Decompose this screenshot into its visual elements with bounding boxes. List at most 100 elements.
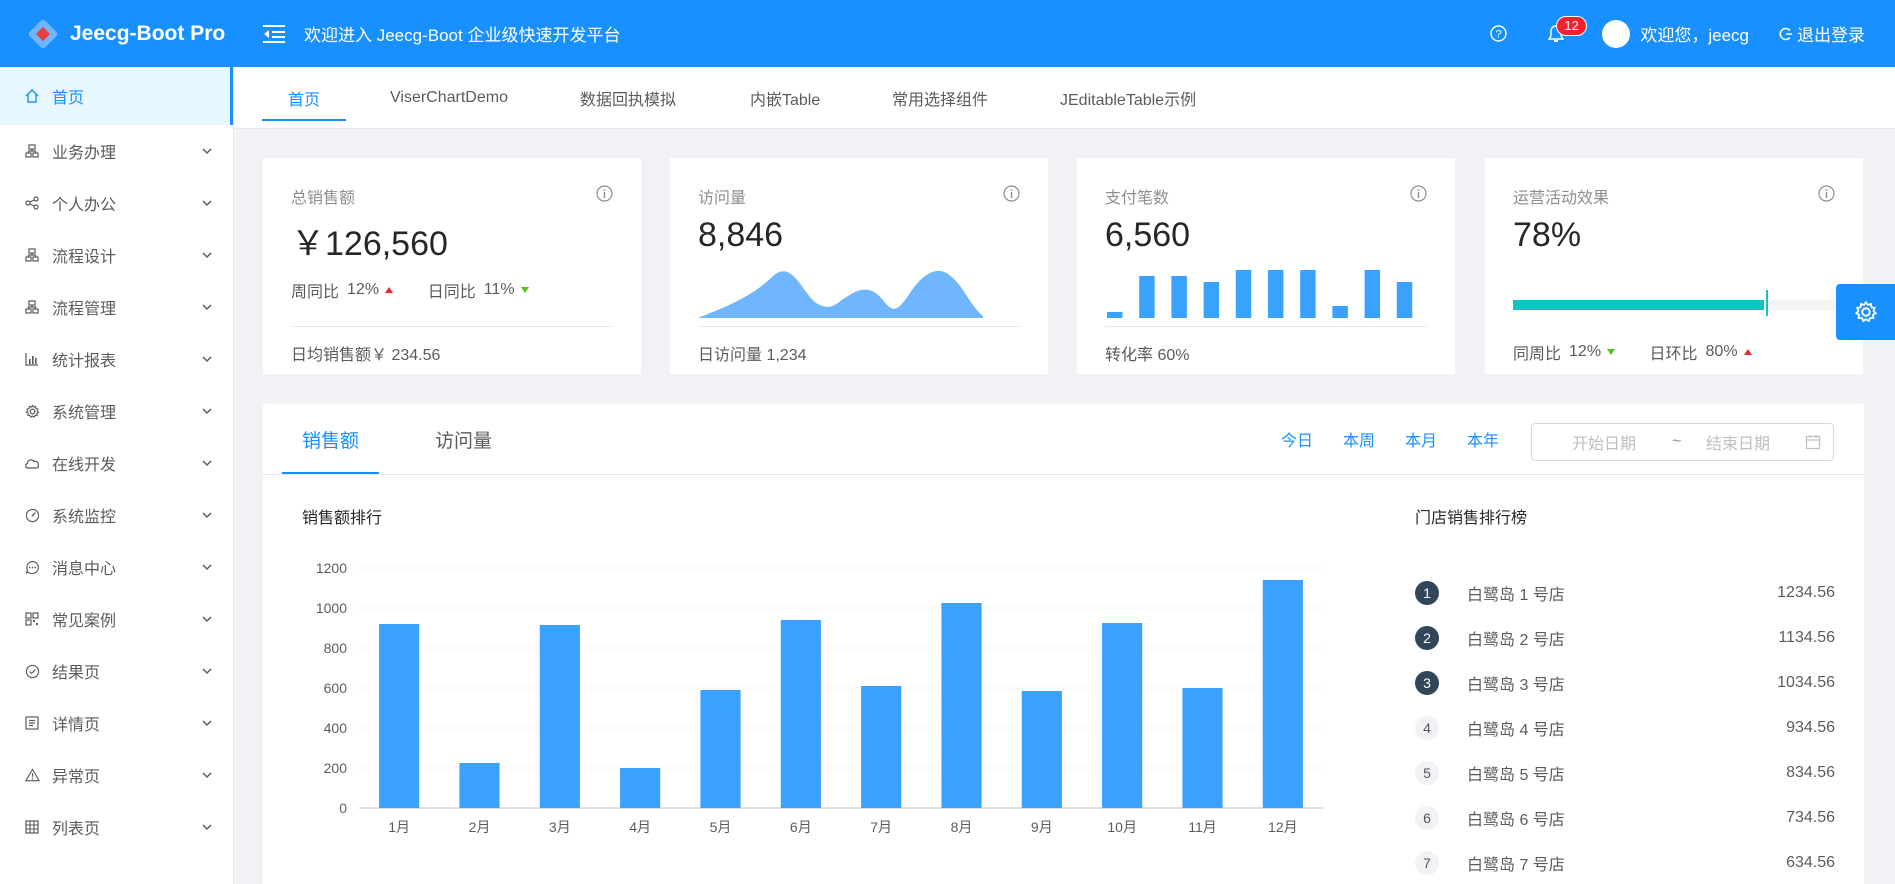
store-name: 白鹭岛 1 号店 (1467, 586, 1565, 604)
sidebar-item-messages[interactable]: 消息中心 (0, 541, 233, 593)
bar[interactable] (620, 768, 661, 808)
rank-number: 1 (1415, 580, 1439, 605)
range-year-link[interactable]: 本年 (1467, 433, 1500, 450)
bar[interactable] (861, 686, 902, 808)
chevron-down-icon (202, 356, 212, 363)
settings-drawer-button[interactable] (1836, 284, 1895, 340)
card-value: 8,846 (698, 216, 784, 254)
bar[interactable] (700, 690, 741, 808)
sidebar-item-flow-design[interactable]: 流程设计 (0, 229, 233, 281)
sidebar-item-home[interactable]: 首页 (0, 67, 233, 125)
chevron-down-icon (202, 668, 212, 675)
tab-data-receipt[interactable]: 数据回执模拟 (580, 92, 677, 109)
tab-select-components[interactable]: 常用选择组件 (892, 92, 989, 109)
logo[interactable]: Jeecg-Boot Pro (0, 0, 234, 67)
tab-sales[interactable]: 销售额 (281, 404, 380, 474)
tab-jeditable-table[interactable]: JEditableTable示例 (1060, 92, 1197, 109)
y-tick-label: 200 (324, 760, 348, 776)
store-name: 白鹭岛 2 号店 (1467, 631, 1565, 649)
trend-label: 日同比 (427, 284, 476, 301)
sidebar-item-monitor[interactable]: 系统监控 (0, 489, 233, 541)
user-menu[interactable]: 欢迎您，jeecg (1602, 19, 1749, 48)
bar[interactable] (459, 763, 500, 808)
tab-viser-chart-demo[interactable]: ViserChartDemo (390, 89, 508, 106)
week-trend: 周同比 12% (291, 278, 394, 302)
progress-bar (1513, 266, 1835, 318)
bar[interactable] (1102, 623, 1143, 808)
sidebar-item-list[interactable]: 列表页 (0, 801, 233, 853)
x-tick-label: 12月 (1268, 819, 1298, 835)
sidebar-item-label: 系统管理 (52, 405, 117, 422)
rank-number: 4 (1415, 715, 1439, 740)
sidebar-item-label: 常见案例 (52, 613, 117, 630)
sidebar-item-personal[interactable]: 个人办公 (0, 177, 233, 229)
sidebar-item-label: 消息中心 (52, 561, 117, 578)
logout-button[interactable]: 退出登录 (1779, 21, 1865, 46)
caret-down-icon (1607, 349, 1616, 355)
sidebar-item-reports[interactable]: 统计报表 (0, 333, 233, 385)
x-tick-label: 3月 (549, 819, 571, 835)
info-icon[interactable] (1818, 185, 1835, 202)
tab-embedded-table[interactable]: 内嵌Table (750, 92, 821, 109)
chevron-down-icon (202, 304, 212, 311)
bar[interactable] (1021, 691, 1062, 808)
store-name: 白鹭岛 5 号店 (1467, 766, 1565, 784)
menu-fold-icon[interactable] (254, 14, 294, 54)
trend-label: 周同比 (291, 284, 340, 301)
warning-icon (24, 767, 40, 783)
range-week-link[interactable]: 本周 (1343, 433, 1376, 450)
bar[interactable] (780, 620, 821, 808)
range-today-link[interactable]: 今日 (1281, 433, 1314, 450)
info-icon[interactable] (1003, 185, 1020, 202)
sidebar-item-cases[interactable]: 常见案例 (0, 593, 233, 645)
x-tick-label: 9月 (1031, 819, 1053, 835)
rank-number: 7 (1415, 850, 1439, 875)
day-trend: 日环比 80% (1650, 340, 1752, 364)
range-month-link[interactable]: 本月 (1405, 433, 1438, 450)
campaign-effect-card: 运营活动效果 78% 同周比 12% 日环比 80% (1485, 158, 1863, 374)
rank-number: 5 (1415, 760, 1439, 785)
tab-home[interactable]: 首页 (261, 67, 347, 129)
info-icon[interactable] (596, 185, 613, 202)
sidebar-item-exception[interactable]: 异常页 (0, 749, 233, 801)
sidebar-item-business[interactable]: 业务办理 (0, 125, 233, 177)
bar[interactable] (1262, 580, 1303, 808)
help-icon[interactable]: ? (1478, 14, 1518, 54)
sales-panel: 销售额 访问量 今日 本周 本月 本年 开始日期 ~ 结束日期 销售额排行 0 2… (263, 404, 1864, 884)
cloud-icon (24, 455, 40, 471)
x-tick-label: 4月 (629, 819, 651, 835)
sidebar-item-label: 详情页 (52, 717, 101, 734)
date-range-picker[interactable]: 开始日期 ~ 结束日期 (1531, 423, 1834, 461)
sidebar-item-flow-manage[interactable]: 流程管理 (0, 281, 233, 333)
card-footer: 日访问量 1,234 (698, 326, 1020, 365)
bar[interactable] (539, 625, 580, 808)
trend-value: 12% (1569, 343, 1602, 360)
rank-number: 6 (1415, 805, 1439, 830)
bar[interactable] (1182, 688, 1223, 808)
sidebar-item-system[interactable]: 系统管理 (0, 385, 233, 437)
top-header: Jeecg-Boot Pro 欢迎进入 Jeecg-Boot 企业级快速开发平台… (0, 0, 1895, 67)
sidebar-item-detail[interactable]: 详情页 (0, 697, 233, 749)
bar[interactable] (379, 624, 420, 808)
payments-mini-bar-chart (1107, 270, 1413, 318)
sidebar-item-result[interactable]: 结果页 (0, 645, 233, 697)
list-item: 5 白鹭岛 5 号店 834.56 (1415, 750, 1835, 795)
sidebar-item-online-dev[interactable]: 在线开发 (0, 437, 233, 489)
trend-value: 80% (1705, 343, 1738, 360)
chevron-down-icon (202, 824, 212, 831)
info-icon[interactable] (1410, 185, 1427, 202)
caret-up-icon (385, 287, 394, 293)
logo-text: Jeecg-Boot Pro (70, 21, 226, 45)
bar[interactable] (941, 603, 982, 808)
y-tick-label: 800 (324, 640, 348, 656)
chevron-down-icon (202, 512, 212, 519)
gear-icon (1854, 300, 1877, 323)
card-value: 6,560 (1105, 216, 1191, 254)
start-date-input[interactable]: 开始日期 (1572, 436, 1637, 453)
end-date-input[interactable]: 结束日期 (1706, 436, 1771, 453)
store-sales: 1234.56 (1777, 583, 1835, 601)
trend-value: 11% (483, 281, 515, 298)
payments-card: 支付笔数 6,560 转化率 60% (1077, 158, 1455, 374)
tab-visits[interactable]: 访问量 (435, 430, 493, 452)
notification-bell-icon[interactable]: 12 (1536, 14, 1587, 54)
